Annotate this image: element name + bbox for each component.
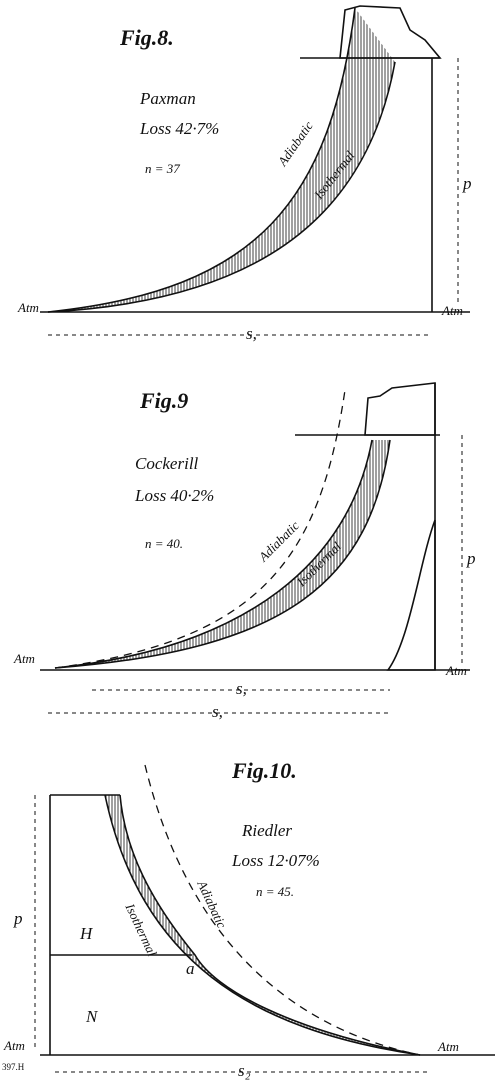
engine-name: Paxman [139,89,196,108]
atm-label: Atm [441,303,463,318]
figure-9: Fig.9 Cockerill Loss 40·2% n = 40. Adiab… [13,382,476,721]
figure-10: Fig.10. Riedler Loss 12·07% n = 45. Isot… [2,758,495,1080]
stroke-label: s, [212,702,223,721]
atm-label: Atm [17,300,39,315]
adiabatic-curve [54,389,346,669]
figure-title: Fig.8. [119,25,174,50]
isothermal-curve [47,61,396,313]
curve-label: Adiabatic [255,518,302,565]
actual-curve [119,794,421,1056]
loss-area [55,440,390,668]
pressure-label: p [462,174,472,193]
isothermal-curve [104,794,421,1056]
loss-area [364,382,436,436]
adiabatic-curve [47,7,356,313]
n-label: n = 37 [145,161,180,176]
curve-label: Adiabatic [194,877,229,930]
stroke-label: s, [236,679,247,698]
loss-label: Loss 42·7% [139,119,219,138]
adiabatic-curve [144,764,421,1056]
isothermal-curve [54,439,391,669]
point-label: a [186,959,195,978]
stroke-label: s, [246,324,257,343]
loss-area [105,795,420,1055]
figure-8: Fig.8. Paxman Loss 42·7% n = 37 Adiabati… [17,5,472,343]
atm-label: Atm [437,1039,459,1054]
atm-label: Atm [445,663,467,678]
pressure-label: p [13,909,23,928]
figure-title: Fig.9 [139,388,188,413]
stroke-label: s₂ [238,1061,251,1080]
n-label: n = 45. [256,884,294,899]
loss-label: Loss 12·07% [231,851,320,870]
curve-label: Adiabatic [274,118,316,169]
region-label: H [79,924,94,943]
n-label: n = 40. [145,536,183,551]
loss-area [386,519,436,671]
actual-curve [54,439,373,669]
atm-label: Atm [3,1038,25,1053]
region-label: N [85,1007,99,1026]
atm-label: Atm [13,651,35,666]
loss-label: Loss 40·2% [134,486,214,505]
pressure-label: p [466,549,476,568]
figure-title: Fig.10. [231,758,297,783]
engine-name: Cockerill [135,454,199,473]
loss-area [48,8,395,312]
engine-name: Riedler [241,821,292,840]
reference-label: 397.H [2,1062,25,1072]
